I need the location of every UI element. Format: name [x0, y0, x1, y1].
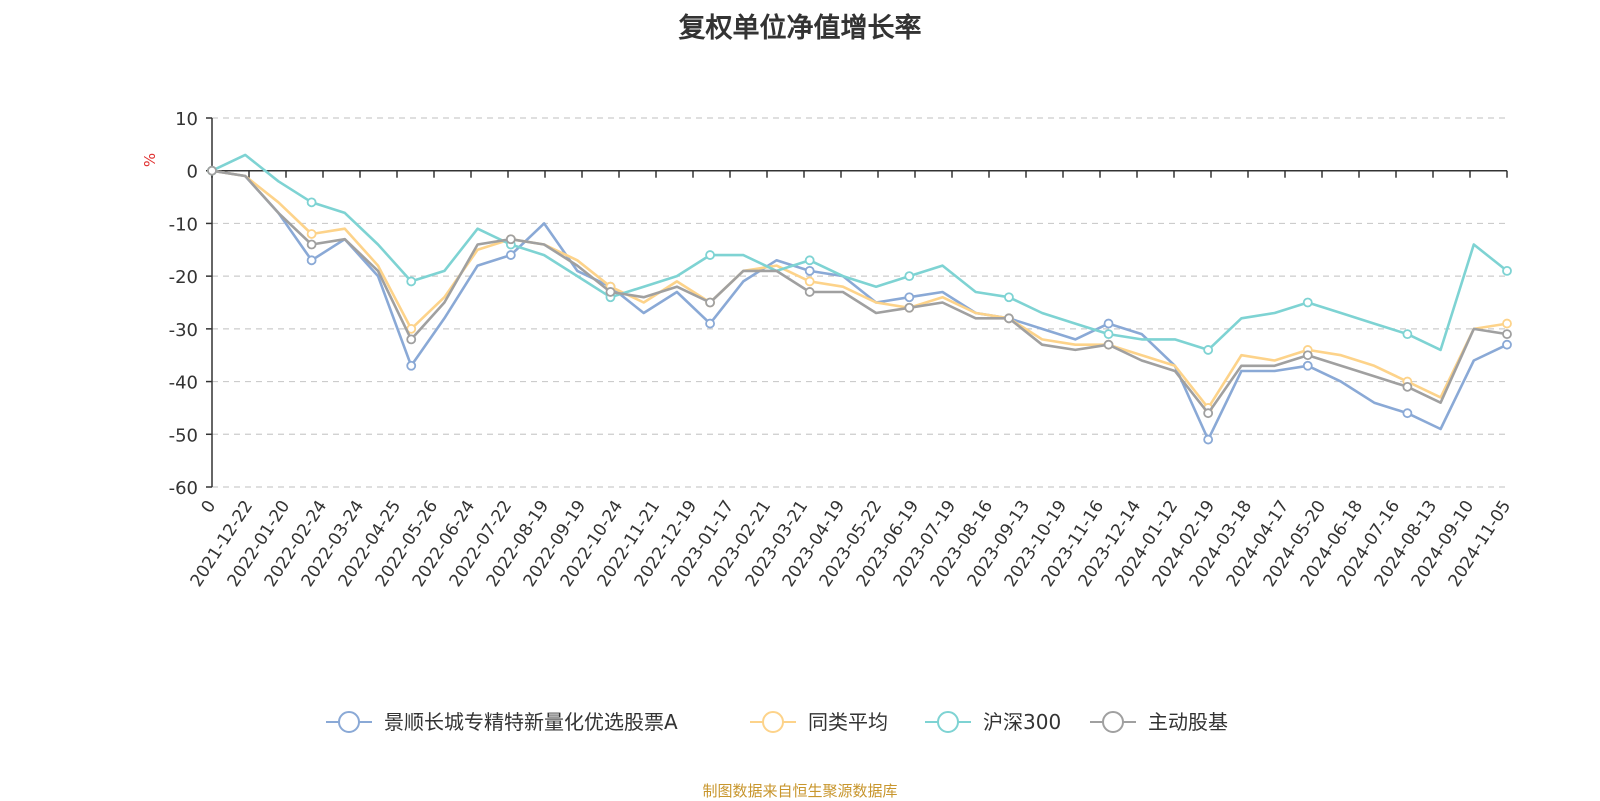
series-point — [904, 271, 915, 282]
series-point — [306, 239, 317, 250]
y-tick-label: -60 — [169, 478, 198, 499]
series-point — [406, 334, 417, 345]
series-point — [1103, 318, 1114, 329]
x-tick-label: 0 — [198, 497, 221, 517]
series-point — [904, 302, 915, 313]
series-point — [1103, 329, 1114, 340]
y-tick-label: -40 — [169, 373, 198, 394]
data-source-note: 制图数据来自恒生聚源数据库 — [702, 782, 898, 800]
legend-marker — [338, 711, 360, 733]
series-point — [1004, 313, 1014, 324]
series-point — [306, 255, 317, 266]
series-point — [1103, 339, 1114, 350]
series-point — [1302, 360, 1313, 371]
legend-marker — [762, 711, 784, 733]
series-point — [1203, 408, 1214, 419]
series-point — [705, 297, 715, 308]
legend-item-0[interactable]: 景顺长城专精特新量化优选股票A — [326, 710, 678, 734]
series-point — [1004, 292, 1014, 303]
series-point — [804, 255, 815, 266]
series-line-1 — [211, 169, 1508, 410]
y-tick-label: 10 — [175, 109, 198, 130]
series-point — [1402, 381, 1413, 392]
series-point — [804, 287, 815, 297]
legend-marker — [1102, 711, 1124, 733]
series-point — [406, 360, 417, 371]
legend-label: 景顺长城专精特新量化优选股票A — [384, 710, 678, 734]
series-point — [1502, 265, 1512, 276]
y-tick-label: -10 — [169, 214, 198, 235]
series-point — [306, 229, 317, 239]
series-point — [705, 250, 715, 260]
series-point — [207, 165, 217, 176]
series-line-2 — [211, 153, 1508, 352]
series-point — [1502, 318, 1512, 329]
y-tick-label: -50 — [169, 425, 198, 446]
series-line-0 — [211, 169, 1508, 441]
legend-item-1[interactable]: 同类平均 — [750, 710, 888, 734]
series-point — [1502, 329, 1512, 340]
y-tick-label: -20 — [169, 267, 198, 288]
series-point — [505, 250, 516, 260]
y-axis-unit: % — [141, 153, 159, 167]
series-point — [1402, 329, 1413, 340]
series-line-3 — [211, 169, 1508, 415]
series-lines — [207, 153, 1512, 445]
series-point — [306, 197, 317, 208]
legend-item-2[interactable]: 沪深300 — [925, 710, 1061, 734]
legend: 景顺长城专精特新量化优选股票A 同类平均 沪深300 主动股基 — [326, 710, 1228, 734]
series-point — [1502, 339, 1512, 350]
legend-label: 同类平均 — [808, 710, 888, 734]
series-point — [705, 318, 715, 329]
chart-title: 复权单位净值增长率 — [678, 13, 922, 44]
y-tick-label: 0 — [187, 162, 198, 183]
series-point — [1203, 345, 1214, 355]
series-point — [505, 234, 516, 245]
series-point — [804, 265, 815, 276]
legend-marker — [937, 711, 959, 733]
series-point — [605, 287, 616, 297]
series-point — [1203, 434, 1214, 445]
legend-item-3[interactable]: 主动股基 — [1090, 710, 1228, 734]
series-point — [904, 292, 915, 303]
legend-label: 主动股基 — [1148, 710, 1228, 734]
series-point — [804, 276, 815, 287]
series-point — [1302, 297, 1313, 308]
series-point — [1302, 350, 1313, 361]
grid-lines — [212, 117, 1507, 488]
series-point — [1402, 408, 1413, 419]
legend-label: 沪深300 — [983, 710, 1061, 734]
series-point — [406, 276, 417, 287]
y-tick-label: -30 — [169, 320, 198, 341]
